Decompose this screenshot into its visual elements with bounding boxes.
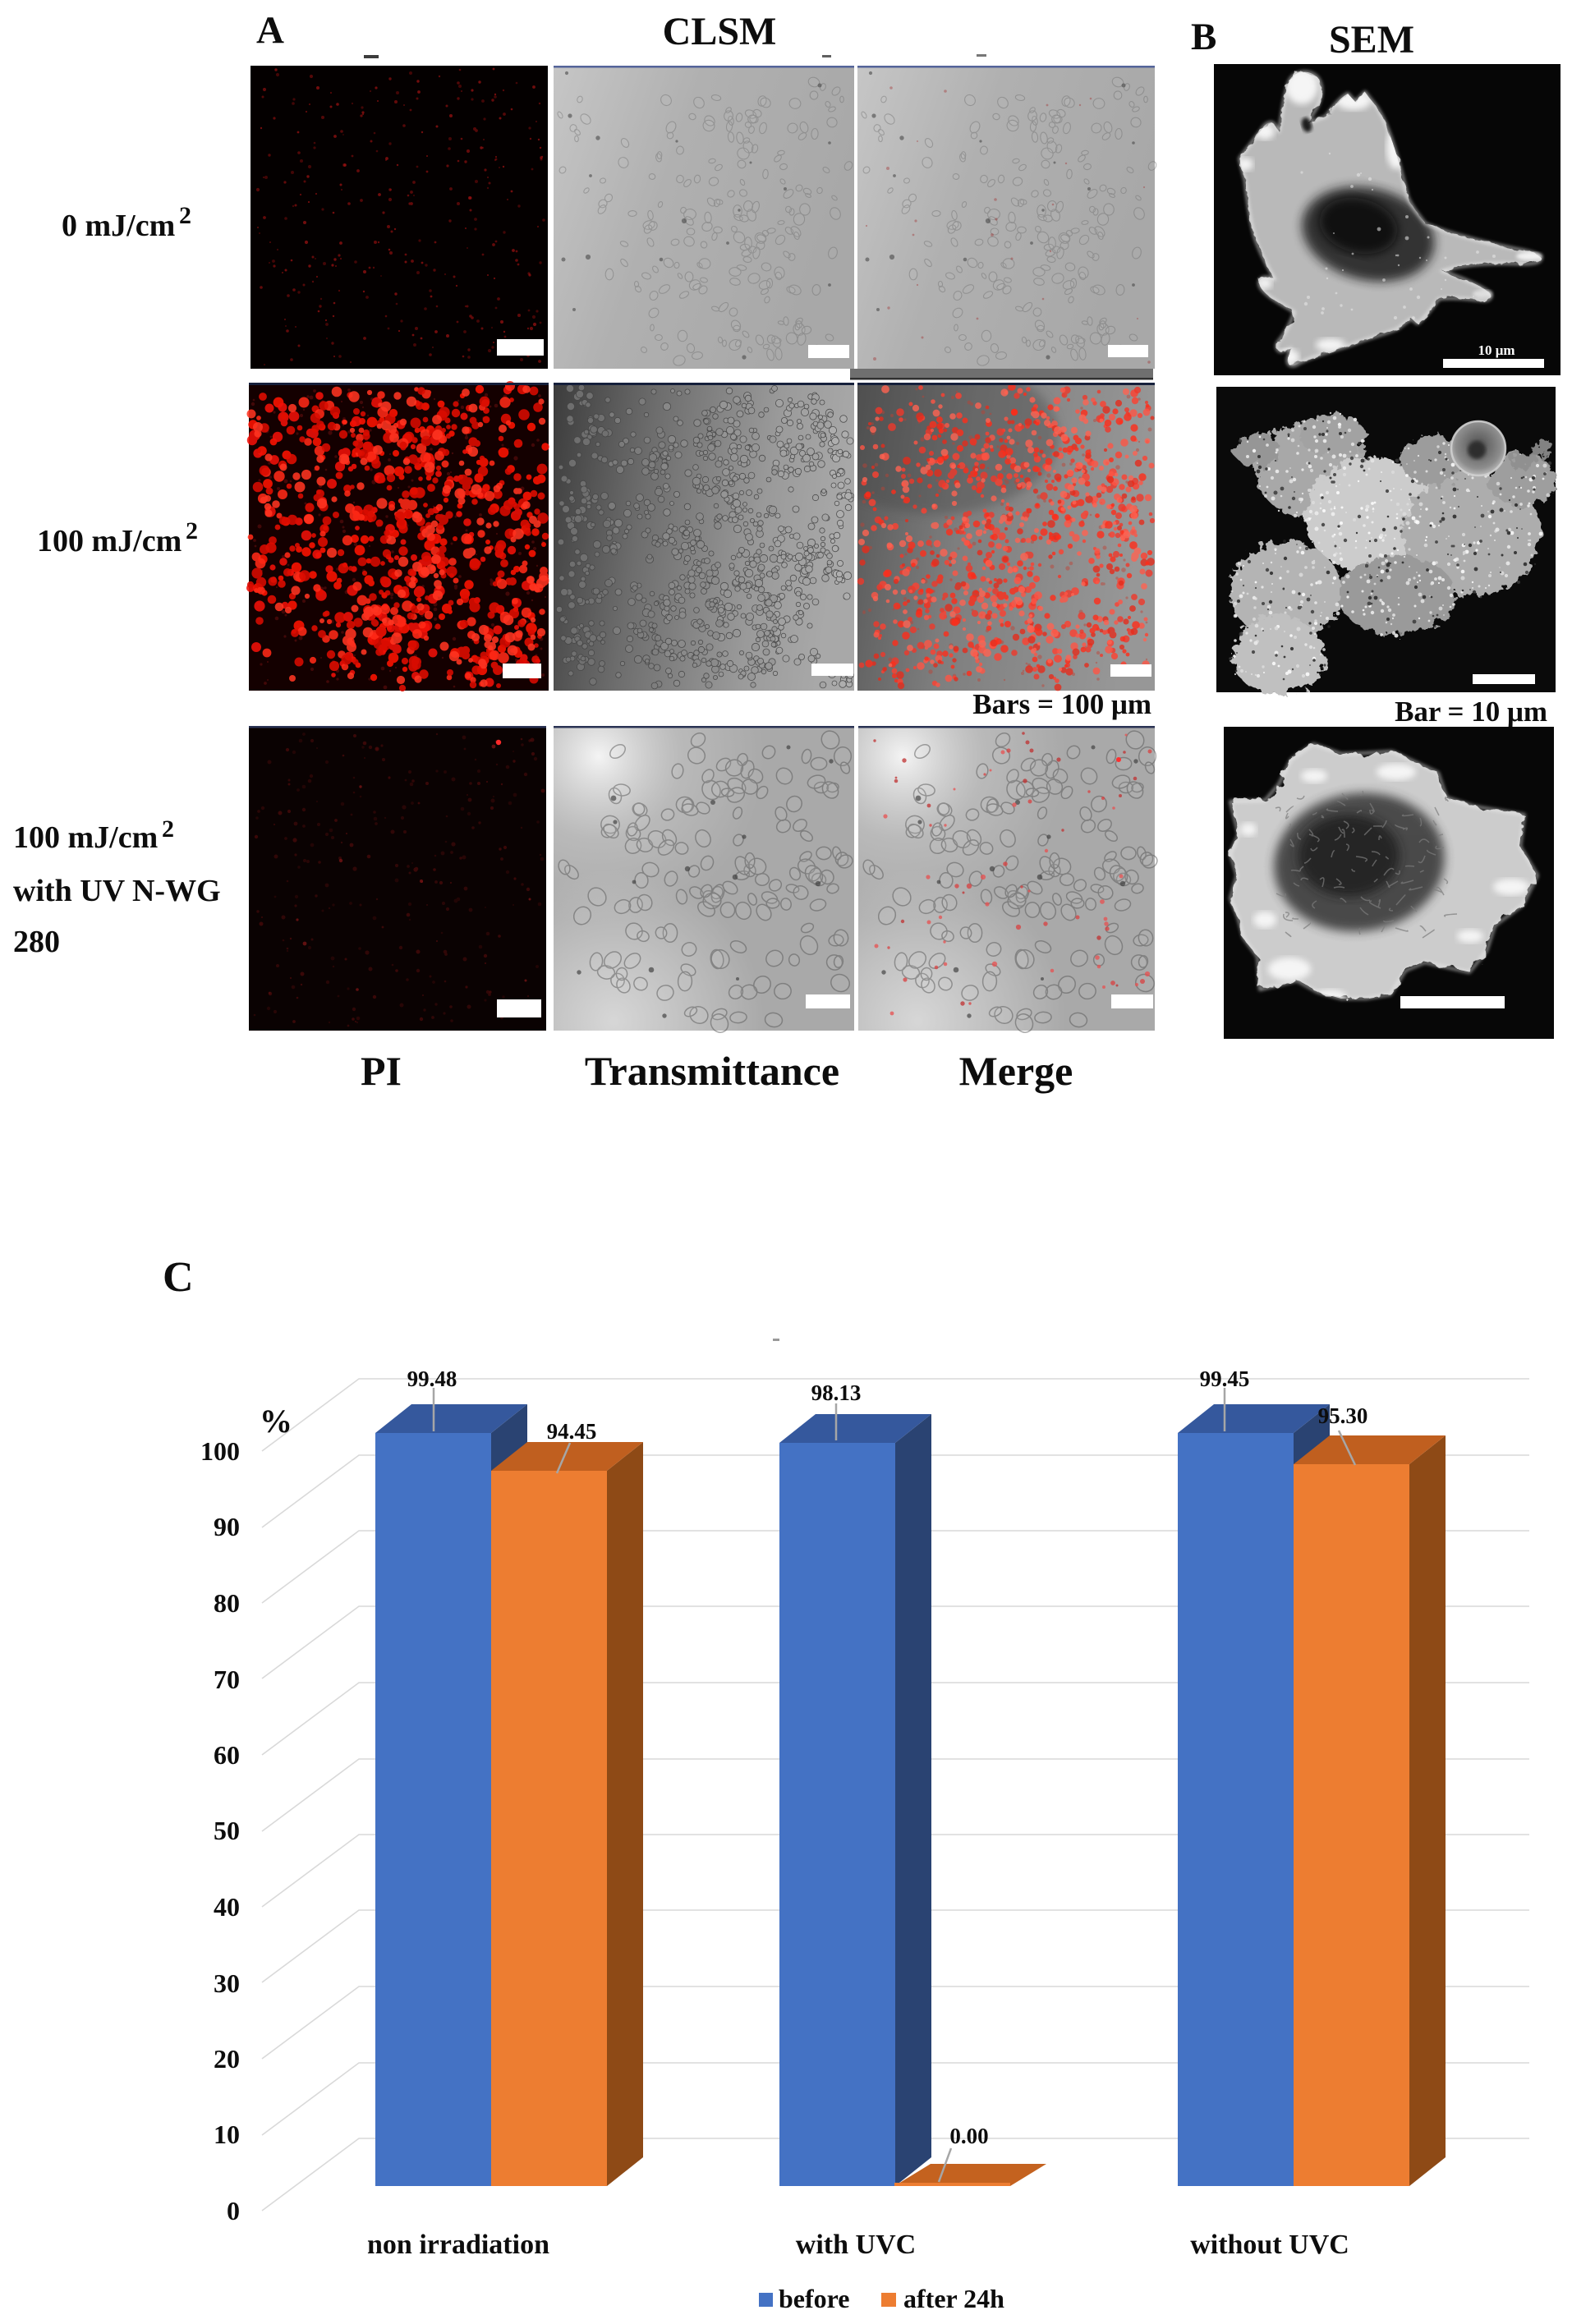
svg-text:0 mJ/cm: 0 mJ/cm: [62, 209, 175, 243]
svg-text:B: B: [1191, 16, 1216, 58]
svg-text:100 mJ/cm: 100 mJ/cm: [37, 524, 182, 558]
svg-text:Merge: Merge: [959, 1048, 1073, 1094]
svg-text:10 μm: 10 μm: [1478, 342, 1515, 358]
svg-text:Bar = 10 μm: Bar = 10 μm: [1395, 696, 1547, 728]
svg-text:100 mJ/cm: 100 mJ/cm: [13, 820, 158, 855]
svg-text:Transmittance: Transmittance: [585, 1048, 839, 1094]
svg-text:2: 2: [186, 517, 198, 544]
svg-text:SEM: SEM: [1329, 18, 1414, 62]
svg-text:CLSM: CLSM: [663, 10, 777, 53]
svg-text:Bars = 100 μm: Bars = 100 μm: [972, 688, 1151, 720]
svg-text:280: 280: [13, 925, 60, 959]
svg-text:PI: PI: [361, 1048, 402, 1094]
svg-text:2: 2: [179, 202, 191, 229]
svg-text:with UV N-WG: with UV N-WG: [13, 874, 221, 908]
svg-text:2: 2: [162, 815, 174, 843]
svg-text:A: A: [256, 9, 284, 52]
